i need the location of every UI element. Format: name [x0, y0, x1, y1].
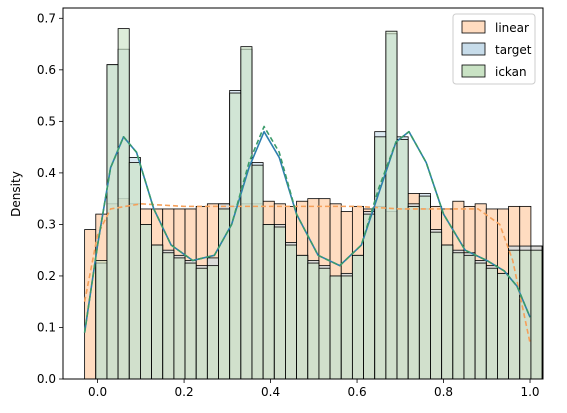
bar-ickan	[430, 231, 443, 380]
y-tick-label: 0.6	[37, 63, 56, 77]
bar-ickan	[229, 92, 242, 380]
y-tick-label: 0.3	[37, 217, 56, 231]
bar-ickan	[363, 213, 376, 380]
bar-ickan	[296, 254, 309, 380]
bar-ickan	[173, 257, 186, 380]
bar-ickan	[351, 254, 364, 380]
legend-label-target: target	[495, 43, 532, 57]
legend-swatch-target	[461, 42, 486, 56]
bar-ickan	[128, 162, 141, 380]
y-tick-label: 0.1	[37, 320, 56, 334]
legend-label-linear: linear	[495, 21, 529, 35]
kde-line-ickan	[83, 125, 531, 333]
bar-ickan	[95, 260, 108, 380]
bars-ickan	[95, 28, 543, 380]
y-tick-label: 0.5	[37, 114, 56, 128]
x-tick-label: 0.4	[261, 385, 280, 399]
x-tick-label: 0.8	[434, 385, 453, 399]
x-tick-label: 0.6	[348, 385, 367, 399]
y-axis-label: Density	[9, 171, 23, 217]
x-tick-label: 0.0	[88, 385, 107, 399]
bar-ickan	[530, 249, 543, 380]
bar-ickan	[218, 208, 231, 380]
bar-ickan	[329, 275, 342, 380]
bar-ickan	[184, 262, 197, 380]
bar-ickan	[285, 244, 298, 380]
bar-ickan	[273, 226, 286, 380]
x-axis-ticks: 0.0 0.2 0.4 0.6 0.8 1.0	[88, 379, 540, 399]
bar-ickan	[318, 267, 331, 380]
bar-ickan	[307, 262, 320, 380]
plot-frame	[62, 7, 544, 380]
bar-ickan	[106, 64, 119, 380]
bar-ickan	[385, 30, 398, 380]
bar-ickan	[251, 164, 264, 380]
bar-ickan	[474, 262, 487, 380]
y-tick-label: 0.4	[37, 166, 56, 180]
bar-ickan	[140, 224, 152, 380]
y-tick-label: 0.0	[37, 372, 56, 386]
legend-label-ickan: ickan	[495, 65, 527, 79]
bar-ickan	[452, 252, 465, 380]
bar-ickan	[396, 138, 409, 380]
y-tick-label: 0.2	[37, 269, 56, 283]
bar-ickan	[485, 267, 498, 380]
bar-ickan	[240, 46, 253, 380]
histogram-bars	[84, 28, 543, 380]
bar-ickan	[407, 205, 420, 380]
bar-ickan	[262, 224, 275, 380]
bar-ickan	[463, 254, 476, 380]
kde-lines	[83, 125, 531, 344]
y-axis-ticks: 0.0 0.1 0.2 0.3 0.4 0.5 0.6 0.7	[37, 11, 63, 386]
bar-ickan	[195, 267, 208, 380]
legend: linear target ickan	[452, 13, 536, 85]
legend-swatch-linear	[461, 20, 486, 34]
bar-ickan	[117, 28, 130, 380]
bar-ickan	[340, 275, 353, 380]
bar-ickan	[162, 252, 175, 380]
bar-ickan	[441, 244, 454, 380]
bar-ickan	[418, 195, 431, 380]
bar-ickan	[206, 265, 219, 380]
bar-ickan	[497, 272, 509, 380]
kde-line-linear	[83, 203, 531, 344]
x-tick-label: 0.2	[175, 385, 194, 399]
bar-ickan	[151, 244, 164, 380]
legend-swatch-ickan	[461, 64, 486, 78]
y-tick-label: 0.7	[37, 11, 56, 25]
x-tick-label: 1.0	[520, 385, 539, 399]
